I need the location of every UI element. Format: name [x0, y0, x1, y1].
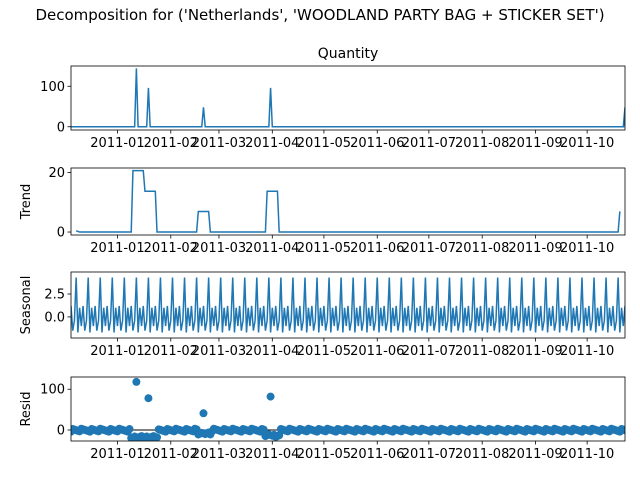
axes-frame [70, 271, 626, 339]
x-tick-label: 2011-03 [192, 447, 246, 462]
x-tick-label: 2011-08 [455, 241, 509, 256]
x-tick-label: 2011-05 [297, 241, 351, 256]
y-tick-label: 2.5 [44, 288, 65, 303]
y-tick-label: 100 [40, 80, 65, 95]
y-tick-label: 0.0 [44, 310, 65, 325]
residual-point [144, 394, 153, 403]
x-tick-label: 2011-02 [144, 136, 198, 151]
x-tick-label: 2011-06 [350, 136, 404, 151]
axes-frame [70, 65, 626, 131]
series-line [71, 68, 625, 128]
x-tick-label: 2011-02 [144, 241, 198, 256]
x-tick-label: 2011-09 [508, 344, 562, 359]
x-tick-label: 2011-07 [402, 344, 456, 359]
plot-area [71, 68, 625, 128]
x-tick-label: 2011-04 [245, 447, 299, 462]
residual-point [132, 377, 141, 386]
residual-point [153, 433, 162, 441]
y-tick-label: 0 [57, 120, 65, 135]
x-tick-label: 2011-07 [402, 136, 456, 151]
x-tick-label: 2011-01 [90, 447, 144, 462]
residual-point [199, 409, 208, 418]
x-tick-label: 2011-10 [560, 344, 614, 359]
x-tick-label: 2011-03 [192, 241, 246, 256]
x-tick-label: 2011-01 [90, 136, 144, 151]
x-tick-label: 2011-02 [144, 344, 198, 359]
x-tick-label: 2011-08 [455, 344, 509, 359]
x-tick-label: 2011-04 [245, 241, 299, 256]
plot-area [71, 277, 625, 333]
x-tick-label: 2011-02 [144, 447, 198, 462]
y-axis-label: Trend [19, 184, 34, 221]
y-tick-label: 0 [57, 226, 65, 241]
axes-frame [70, 376, 626, 442]
plot-area [71, 377, 625, 441]
x-tick-label: 2011-09 [508, 136, 562, 151]
x-tick-label: 2011-07 [402, 241, 456, 256]
y-tick-label: 100 [40, 383, 65, 398]
x-tick-label: 2011-05 [297, 447, 351, 462]
x-tick-label: 2011-09 [508, 241, 562, 256]
x-tick-label: 2011-08 [455, 447, 509, 462]
x-tick-label: 2011-05 [297, 344, 351, 359]
x-tick-label: 2011-06 [350, 344, 404, 359]
x-tick-label: 2011-03 [192, 136, 246, 151]
x-tick-label: 2011-04 [245, 344, 299, 359]
residual-point [621, 426, 625, 435]
x-tick-label: 2011-06 [350, 241, 404, 256]
x-tick-label: 2011-03 [192, 344, 246, 359]
axes-frame [70, 167, 626, 236]
series-line [71, 277, 625, 333]
y-axis-label: Resid [19, 391, 34, 426]
x-tick-label: 2011-09 [508, 447, 562, 462]
x-tick-label: 2011-05 [297, 136, 351, 151]
residual-point [266, 392, 275, 401]
y-tick-label: 0 [57, 423, 65, 438]
x-tick-label: 2011-10 [560, 241, 614, 256]
series-line [75, 169, 621, 233]
x-tick-label: 2011-04 [245, 136, 299, 151]
x-tick-label: 2011-08 [455, 136, 509, 151]
figure-title: Decomposition for ('Netherlands', 'WOODL… [35, 6, 604, 24]
y-axis-label: Seasonal [19, 276, 34, 335]
x-tick-label: 2011-07 [402, 447, 456, 462]
x-tick-label: 2011-06 [350, 447, 404, 462]
x-tick-label: 2011-01 [90, 241, 144, 256]
residual-point [125, 425, 134, 434]
x-tick-label: 2011-01 [90, 344, 144, 359]
y-tick-label: 20 [48, 166, 65, 181]
panel-title: Quantity [318, 46, 379, 62]
plot-area [75, 169, 621, 233]
x-tick-label: 2011-10 [560, 136, 614, 151]
x-tick-label: 2011-10 [560, 447, 614, 462]
